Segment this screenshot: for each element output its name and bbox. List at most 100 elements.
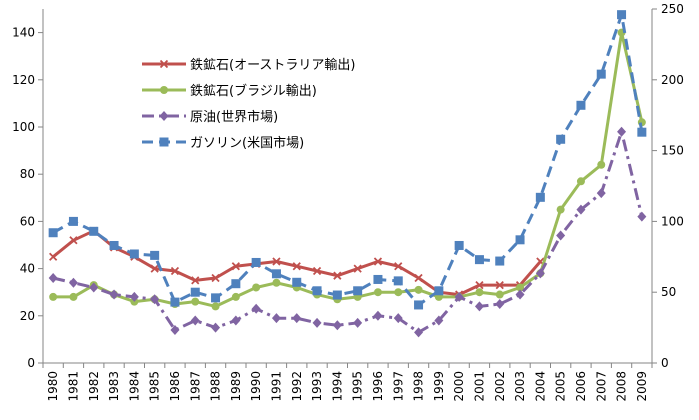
x-tick-label: 1997 (391, 371, 405, 402)
series-3-point (312, 317, 322, 328)
x-tick-label: 2006 (574, 371, 588, 402)
series-4-point (474, 255, 484, 265)
series-2-point (211, 302, 220, 311)
series-2-point (414, 285, 423, 294)
x-tick-label: 1985 (148, 371, 162, 402)
series-4-point (271, 269, 281, 279)
x-tick-label: 2009 (635, 371, 649, 402)
series-3-point (414, 327, 424, 338)
right-tick-label: 200 (661, 73, 684, 87)
series-3-point (129, 291, 139, 302)
series-1-point (495, 280, 504, 290)
series-1-point (49, 252, 58, 261)
series-4-point (454, 240, 464, 250)
legend-label: 鉄鉱石(オーストラリア輸出) (190, 57, 356, 73)
series-1-point (312, 266, 322, 276)
series-4-point (576, 100, 586, 110)
series-3-point (190, 315, 200, 326)
series-3-point (332, 320, 342, 331)
series-2-point (394, 288, 403, 297)
x-tick-label: 2002 (493, 371, 507, 402)
series-1-point (272, 257, 281, 266)
x-tick-label: 1980 (46, 371, 60, 402)
series-4-point (129, 249, 139, 259)
series-4-point (170, 297, 180, 307)
series-3-point (373, 310, 383, 321)
series-2-point (475, 288, 484, 297)
series-4 (48, 10, 647, 310)
x-axis-ticks: 1980 1981 1982 1983 1984 1985 1986 1987 1988 1989… (42, 363, 653, 402)
series-3-point (48, 273, 58, 284)
series-3-point (68, 277, 78, 288)
left-tick-label: 80 (20, 167, 35, 181)
series-4-point (393, 276, 403, 286)
series-4-point (434, 286, 444, 296)
left-tick-label: 100 (12, 120, 35, 134)
series-1-point (150, 264, 159, 273)
series-4-point (231, 279, 241, 289)
right-tick-label: 50 (661, 285, 676, 299)
right-axis-ticks: 0 50 100 150 200 250 (652, 2, 684, 370)
series-4-point (495, 256, 505, 266)
series-4-point (68, 216, 78, 226)
left-tick-label: 60 (20, 214, 35, 228)
x-tick-label: 2001 (472, 371, 486, 402)
legend-swatch-marker (159, 111, 169, 121)
series-1-point (69, 236, 78, 245)
x-tick-label: 1983 (107, 371, 121, 402)
x-tick-label: 1998 (412, 371, 426, 402)
series-4-point (150, 250, 160, 260)
right-tick-label: 0 (661, 356, 669, 370)
series-3-point (576, 204, 586, 215)
series-4-point (373, 274, 383, 284)
series-3-point (150, 294, 160, 305)
series-3-point (271, 313, 281, 324)
series-2-point (252, 283, 261, 292)
x-tick-label: 1991 (269, 371, 283, 402)
series-3-point (170, 324, 180, 335)
series-1-point (353, 264, 362, 273)
series-4-point (556, 134, 566, 144)
series-3 (48, 126, 647, 338)
series-4-point (515, 235, 525, 245)
x-tick-label: 2000 (452, 371, 466, 402)
series-2-point (556, 205, 565, 214)
series-2-point (576, 177, 585, 186)
series-1-point (191, 276, 200, 285)
x-tick-label: 1992 (290, 371, 304, 402)
x-tick-label: 1987 (188, 371, 202, 402)
legend-swatch-marker (160, 86, 168, 94)
series-3-point (434, 315, 444, 326)
series-3-point (231, 315, 241, 326)
series-1-point (414, 273, 423, 283)
series-4-point (414, 300, 424, 310)
x-tick-label: 2005 (554, 371, 568, 402)
series-1-point (170, 266, 180, 276)
left-axis-ticks: 0 20 40 60 80 100 120 140 (12, 26, 43, 370)
right-tick-label: 150 (661, 144, 684, 158)
left-tick-label: 40 (20, 262, 35, 276)
x-tick-label: 1981 (66, 371, 80, 402)
left-tick-label: 140 (12, 26, 35, 40)
series-2-point (272, 278, 281, 287)
series-2-point (231, 292, 240, 301)
x-tick-label: 1988 (209, 371, 223, 402)
left-tick-label: 20 (20, 309, 35, 323)
series-3-point (556, 230, 566, 241)
right-tick-label: 100 (661, 214, 684, 228)
x-tick-label: 2007 (594, 371, 608, 402)
series-3-point (617, 126, 627, 137)
series-3-point (353, 317, 363, 328)
series-3-point (495, 299, 505, 309)
series-4-point (332, 290, 342, 300)
x-tick-label: 1984 (127, 371, 141, 402)
series-2-point (495, 290, 504, 299)
x-tick-label: 2004 (533, 371, 547, 402)
series-4-point (535, 192, 545, 202)
left-tick-label: 120 (12, 73, 35, 87)
series-3-point (292, 313, 302, 324)
series-4-point (596, 69, 606, 79)
series-3-point (109, 289, 119, 300)
series-2-point (49, 292, 58, 301)
